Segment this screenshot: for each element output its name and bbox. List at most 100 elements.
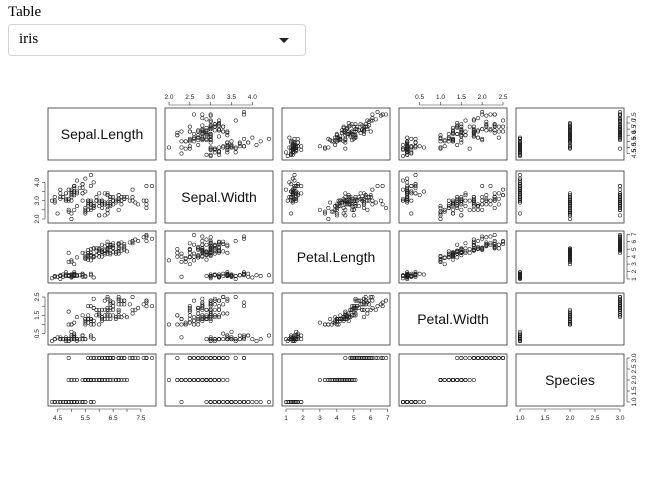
data-point	[294, 196, 299, 201]
data-point	[144, 198, 149, 203]
data-point	[116, 355, 121, 360]
data-point	[446, 135, 451, 140]
data-point	[200, 296, 205, 301]
data-point	[617, 187, 622, 192]
data-point	[88, 316, 93, 321]
data-point	[380, 202, 385, 207]
data-point	[517, 184, 522, 189]
data-point	[442, 139, 447, 144]
data-point	[66, 198, 71, 203]
panel-frame	[47, 170, 157, 224]
data-point	[208, 335, 213, 340]
data-point	[225, 129, 230, 134]
data-point	[446, 198, 451, 203]
panel-Sepal.Width-vs-Sepal.Width: Sepal.Width	[164, 170, 274, 224]
data-point	[484, 202, 489, 207]
data-point	[66, 337, 71, 342]
data-point	[91, 355, 96, 360]
data-point	[105, 202, 110, 207]
data-point	[409, 136, 414, 141]
data-point	[463, 129, 468, 134]
data-point	[567, 316, 572, 321]
data-point	[246, 274, 251, 279]
data-point	[413, 185, 418, 190]
data-point	[467, 250, 472, 255]
data-point	[86, 253, 91, 258]
data-point	[438, 139, 443, 144]
data-point	[97, 191, 102, 196]
data-point	[167, 322, 172, 327]
data-point	[471, 237, 476, 242]
data-point	[459, 196, 464, 201]
data-point	[295, 136, 300, 141]
data-point	[400, 196, 405, 201]
data-point	[488, 355, 493, 360]
data-point	[567, 135, 572, 140]
data-point	[179, 139, 184, 144]
data-point	[353, 313, 358, 318]
data-point	[52, 337, 57, 342]
data-point	[100, 355, 105, 360]
data-point	[141, 355, 146, 360]
data-point	[517, 185, 522, 190]
data-point	[351, 129, 356, 134]
data-point	[75, 338, 80, 343]
data-point	[242, 300, 247, 305]
data-point	[204, 129, 209, 134]
data-point	[233, 338, 238, 343]
data-point	[204, 377, 209, 382]
data-point	[438, 145, 443, 150]
data-point	[333, 143, 338, 148]
data-point	[455, 143, 460, 148]
data-point	[617, 246, 622, 251]
data-point	[86, 377, 91, 382]
data-point	[405, 180, 410, 185]
data-point	[179, 151, 184, 156]
data-point	[200, 313, 205, 318]
data-point	[80, 191, 85, 196]
data-point	[290, 150, 295, 155]
data-point	[102, 252, 107, 257]
data-point	[97, 250, 102, 255]
data-point	[179, 251, 184, 256]
data-point	[242, 136, 247, 141]
data-point	[233, 274, 238, 279]
data-point	[72, 337, 77, 342]
data-point	[480, 195, 485, 200]
data-point	[459, 124, 464, 129]
data-point	[175, 254, 180, 259]
data-point	[450, 250, 455, 255]
data-point	[285, 198, 290, 203]
tick-label: 2	[301, 415, 305, 422]
data-point	[455, 255, 460, 260]
data-point	[500, 355, 505, 360]
data-point	[217, 123, 222, 128]
data-point	[484, 240, 489, 245]
data-point	[471, 239, 476, 244]
data-point	[617, 206, 622, 211]
data-point	[72, 270, 77, 275]
data-point	[413, 274, 418, 279]
data-point	[567, 217, 572, 222]
data-point	[450, 138, 455, 143]
data-point	[196, 307, 201, 312]
table-select[interactable]: iris	[8, 24, 306, 56]
data-point	[212, 296, 217, 301]
data-point	[480, 110, 485, 115]
data-point	[488, 127, 493, 132]
data-point	[150, 355, 155, 360]
data-point	[212, 273, 217, 278]
data-point	[233, 276, 238, 281]
tick-label: 2.5	[34, 292, 41, 301]
data-point	[192, 258, 197, 263]
data-point	[567, 191, 572, 196]
data-point	[617, 250, 622, 255]
data-point	[86, 202, 91, 207]
panel-frame	[281, 170, 391, 224]
data-point	[217, 272, 222, 277]
data-point	[355, 198, 360, 203]
data-point	[225, 242, 230, 247]
data-point	[102, 307, 107, 312]
data-point	[212, 399, 217, 404]
data-point	[208, 113, 213, 118]
